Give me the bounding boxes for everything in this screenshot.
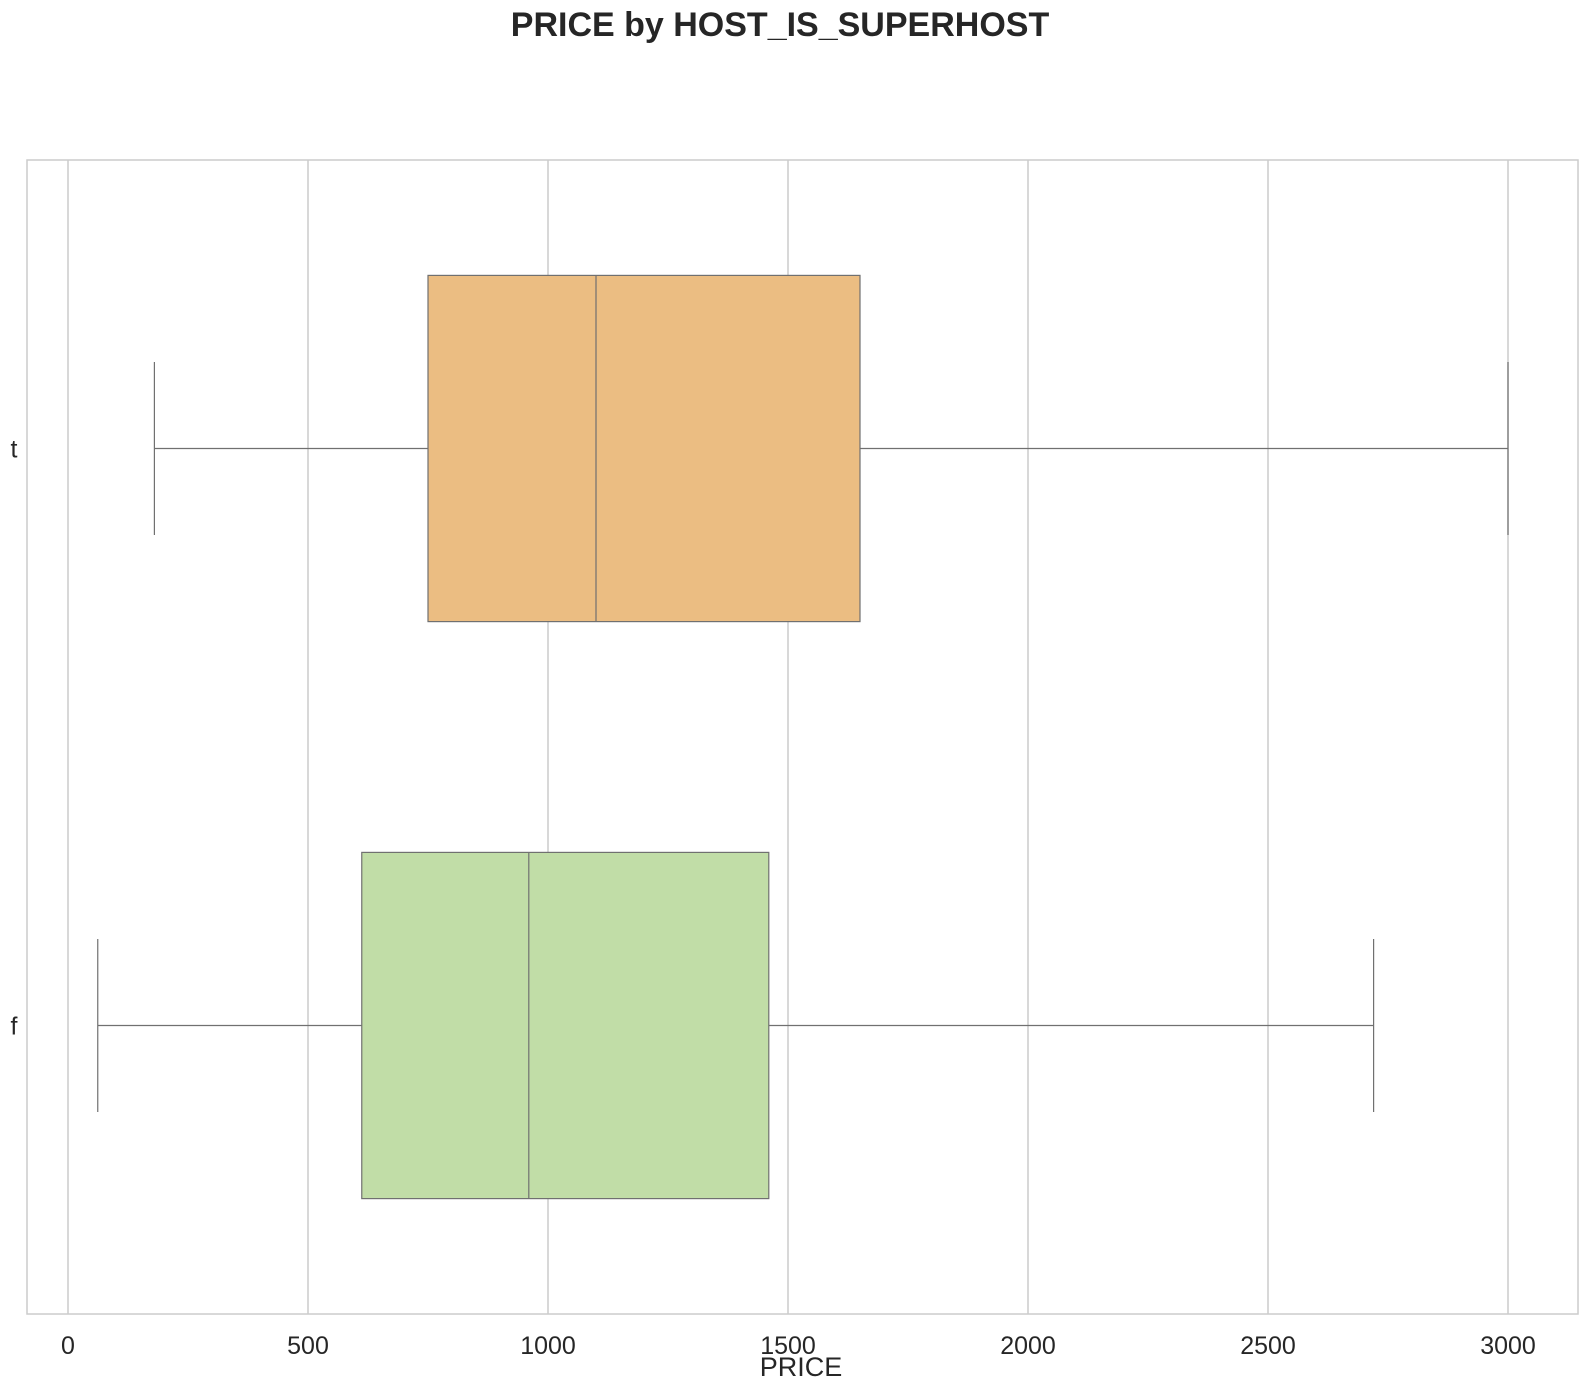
iqr-box-f xyxy=(361,851,770,1200)
chart-title: PRICE by HOST_IS_SUPERHOST xyxy=(511,6,1050,44)
x-tick-labels: 0 500 1000 1500 2000 2500 3000 xyxy=(61,1332,1536,1360)
x-tick-label-1000: 1000 xyxy=(520,1332,576,1360)
x-tick-label-2500: 2500 xyxy=(1240,1332,1296,1360)
box-t xyxy=(153,274,1509,623)
y-tick-label-f: f xyxy=(11,1013,18,1041)
boxes xyxy=(97,274,1509,1200)
x-tick-label-500: 500 xyxy=(287,1332,329,1360)
y-tick-labels: tf xyxy=(11,436,18,1041)
x-tick-label-0: 0 xyxy=(61,1332,75,1360)
plot-frame xyxy=(26,159,1579,1315)
box-f xyxy=(97,851,1375,1200)
x-tick-label-1500: 1500 xyxy=(760,1332,816,1360)
x-axis-label: PRICE xyxy=(760,1352,843,1382)
x-tick-label-3000: 3000 xyxy=(1480,1332,1536,1360)
iqr-box-t xyxy=(427,274,861,623)
x-tick-label-2000: 2000 xyxy=(1000,1332,1056,1360)
y-tick-label-t: t xyxy=(11,436,18,464)
